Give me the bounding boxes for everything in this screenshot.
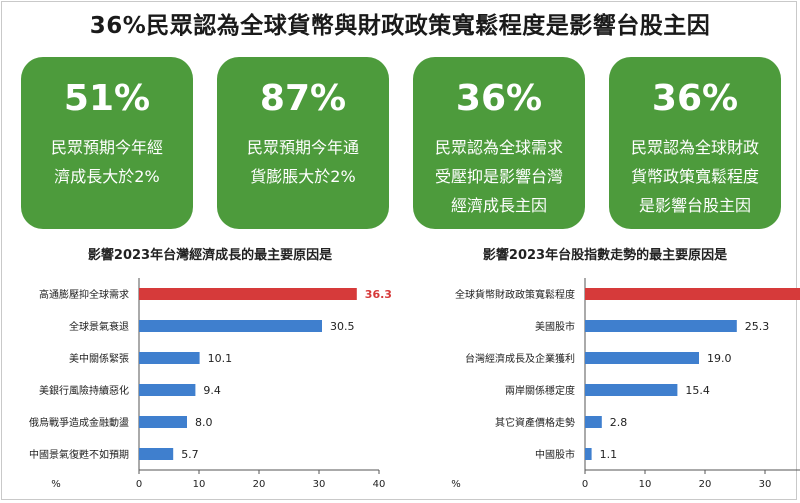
stat-cards: 51% 民眾預期今年經 濟成長大於2% 87% 民眾預期今年通 貨膨脹大於2% …	[21, 57, 781, 229]
stat-description: 民眾預期今年經 濟成長大於2%	[31, 133, 183, 191]
stat-line: 民眾預期今年通	[246, 138, 359, 157]
category-label: 高通膨壓抑全球需求	[39, 288, 129, 301]
data-label: 15.4	[685, 384, 710, 397]
data-label: 2.8	[610, 416, 628, 429]
category-label: 美銀行風險持續惡化	[39, 384, 129, 397]
category-label: 俄烏戰爭造成金融動盪	[29, 416, 129, 429]
stat-card: 51% 民眾預期今年經 濟成長大於2%	[21, 57, 193, 229]
data-label: 36.3	[365, 288, 392, 301]
category-label: 美國股市	[535, 320, 575, 333]
stat-value: 87%	[259, 78, 347, 119]
data-label: 8.0	[195, 416, 213, 429]
category-label: 兩岸關係穩定度	[505, 384, 575, 397]
data-label: 5.7	[181, 448, 199, 461]
category-label: 全球貨幣財政政策寬鬆程度	[455, 288, 575, 301]
data-label: 25.3	[745, 320, 770, 333]
x-tick-label: 30	[313, 479, 326, 490]
stat-card: 87% 民眾預期今年通 貨膨脹大於2%	[217, 57, 389, 229]
data-label: 9.4	[203, 384, 221, 397]
x-tick-label: 30	[759, 479, 772, 490]
bar	[139, 384, 196, 396]
bar	[139, 320, 322, 332]
data-label: 30.5	[330, 320, 355, 333]
category-label: 美中關係緊張	[69, 352, 129, 365]
category-label: 中國景氣復甦不如預期	[29, 448, 129, 461]
stat-line: 受壓抑是影響台灣	[434, 167, 563, 186]
left-chart-title: 影響2023年台灣經濟成長的最主要原因是	[87, 248, 333, 263]
stat-description: 民眾認為全球需求 受壓抑是影響台灣 經濟成長主因	[423, 133, 575, 220]
x-axis-label: %	[451, 479, 461, 490]
stat-line: 是影響台股主因	[638, 196, 751, 215]
stat-description: 民眾預期今年通 貨膨脹大於2%	[227, 133, 379, 191]
bar	[585, 352, 699, 364]
data-label: 19.0	[707, 352, 732, 365]
bar	[585, 288, 800, 300]
page-title: 36%民眾認為全球貨幣與財政政策寬鬆程度是影響台股主因	[89, 13, 711, 39]
x-tick-label: 40	[373, 479, 386, 490]
x-tick-label: 20	[253, 479, 266, 490]
economy-factors-chart: 0 10 20 30 40% 高通膨壓抑全球需求 36.3 全球景氣衰退 30.5 美中關係緊張 1…	[29, 278, 392, 490]
category-label: 中國股市	[535, 448, 575, 461]
stat-line: 濟成長大於2%	[54, 167, 160, 186]
x-tick-label: 20	[699, 479, 712, 490]
x-tick-label: 0	[582, 479, 588, 490]
stat-line: 民眾預期今年經	[50, 138, 163, 157]
stat-line: 民眾認為全球需求	[434, 138, 563, 157]
data-label: 1.1	[600, 448, 618, 461]
x-tick-label: 0	[136, 479, 142, 490]
x-tick-label: 10	[193, 479, 206, 490]
bar	[585, 416, 602, 428]
stat-description: 民眾認為全球財政 貨幣政策寬鬆程度 是影響台股主因	[619, 133, 771, 220]
bar	[585, 448, 592, 460]
bar	[139, 288, 357, 300]
x-axis-label: %	[51, 479, 61, 490]
stat-value: 36%	[455, 78, 543, 119]
stat-card: 36% 民眾認為全球需求 受壓抑是影響台灣 經濟成長主因	[413, 57, 585, 229]
category-label: 其它資產價格走勢	[495, 416, 575, 429]
stat-line: 貨膨脹大於2%	[250, 167, 356, 186]
stat-line: 貨幣政策寬鬆程度	[630, 167, 759, 186]
right-chart-title: 影響2023年台股指數走勢的最主要原因是	[482, 248, 728, 263]
category-label: 台灣經濟成長及企業獲利	[465, 352, 575, 365]
bar	[585, 384, 678, 396]
bar	[139, 448, 174, 460]
x-tick-label: 10	[639, 479, 652, 490]
stock-factors-chart: 010203040%全球貨幣財政政策寬鬆程度36.4美國股市25.3台灣經濟成長…	[451, 278, 800, 490]
stat-value: 36%	[651, 78, 739, 119]
stat-line: 經濟成長主因	[450, 196, 547, 215]
stat-value: 51%	[63, 78, 151, 119]
bar	[585, 320, 737, 332]
stat-card: 36% 民眾認為全球財政 貨幣政策寬鬆程度 是影響台股主因	[609, 57, 781, 229]
data-label: 10.1	[208, 352, 233, 365]
bar	[139, 352, 200, 364]
stat-line: 民眾認為全球財政	[630, 138, 759, 157]
bar	[139, 416, 187, 428]
category-label: 全球景氣衰退	[69, 320, 129, 333]
